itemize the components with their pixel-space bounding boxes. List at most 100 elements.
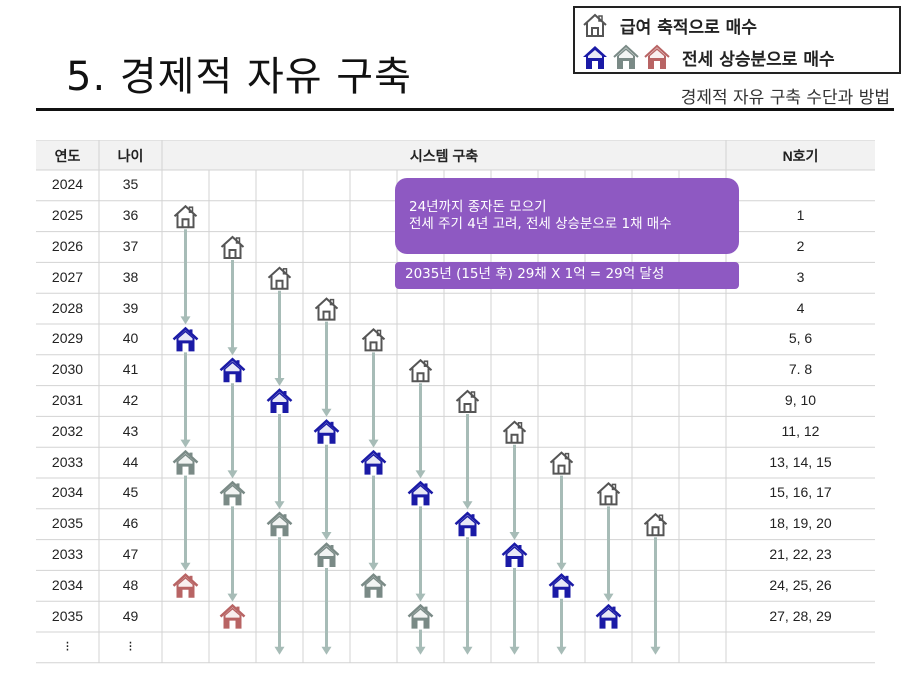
timeline-arrow	[227, 260, 238, 356]
year-cell: 2024	[51, 176, 84, 193]
callout-seed-money: 24년까지 종자돈 모으기 전세 주기 4년 고려, 전세 상승분으로 1채 매…	[395, 178, 739, 254]
age-cell: 42	[122, 392, 139, 408]
house-outline-icon	[583, 13, 607, 37]
house-outline-icon	[361, 328, 386, 352]
year-cell: 2031	[51, 392, 84, 408]
house-outline-icon	[455, 389, 480, 413]
legend-box: 급여 축적으로 매수 전세 상승분으로 매수	[573, 6, 901, 74]
timeline-arrow	[274, 414, 285, 510]
year-cell: 2025	[51, 207, 84, 224]
header-year: 연도	[54, 148, 81, 164]
house-blue-icon	[548, 573, 575, 598]
year-cell: 2035	[51, 515, 84, 532]
year-cell: ⁝	[65, 638, 70, 655]
age-cell: 47	[122, 546, 139, 562]
house-outline-icon	[267, 266, 292, 290]
age-cell: 41	[122, 361, 139, 378]
year-cell: 2026	[51, 238, 84, 254]
count-cell: 7. 8	[788, 361, 813, 378]
callout-line-1: 24년까지 종자돈 모으기	[409, 199, 547, 215]
count-cell: 1	[796, 207, 805, 224]
house-blue-icon	[454, 511, 481, 537]
age-cell: 46	[122, 515, 139, 532]
timeline-arrow	[556, 475, 567, 571]
age-cell: 36	[122, 207, 139, 224]
timeline-arrow	[462, 537, 473, 655]
age-cell: 45	[122, 484, 139, 501]
house-outline-icon	[173, 204, 198, 229]
timeline-arrow	[180, 352, 191, 448]
year-cell: 2035	[51, 607, 84, 624]
header-row-bg	[36, 140, 875, 170]
house-gray-icon	[266, 511, 293, 537]
house-blue-icon	[266, 388, 293, 413]
header-age: 나이	[117, 148, 144, 164]
house-blue-icon	[595, 603, 622, 629]
legend-label-salary: 급여 축적으로 매수	[620, 17, 757, 38]
age-cell: 35	[122, 176, 139, 193]
house-gray-icon	[172, 449, 199, 475]
year-cell: 2033	[51, 453, 84, 470]
house-gray-icon	[407, 603, 434, 629]
header-system: 시스템 구축	[409, 148, 479, 164]
timeline-arrow	[321, 568, 332, 655]
house-gray-icon	[219, 480, 246, 506]
timeline-arrow	[180, 229, 191, 325]
house-outline-icon	[596, 482, 621, 506]
timeline-arrow	[321, 321, 332, 417]
callout-goal: 2035년 (15년 후) 29채 X 1억 = 29억 달성	[395, 262, 739, 289]
callout-line-3: 2035년 (15년 후) 29채 X 1억 = 29억 달성	[405, 266, 665, 282]
legend-label-jeonse: 전세 상승분으로 매수	[682, 49, 835, 70]
count-cell: 27, 28, 29	[769, 607, 832, 624]
age-cell: 49	[122, 607, 139, 624]
house-blue-icon	[583, 46, 607, 69]
house-blue-icon	[172, 326, 199, 352]
house-pink-icon	[644, 44, 670, 69]
count-cell: 13, 14, 15	[769, 453, 832, 470]
timeline-arrow	[274, 537, 285, 655]
age-cell: 44	[122, 453, 139, 470]
year-cell: 2028	[51, 299, 84, 316]
timeline-arrow	[321, 444, 332, 540]
year-cell: 2033	[51, 546, 84, 562]
house-outline-icon	[220, 235, 245, 259]
timeline-arrow	[415, 506, 426, 602]
house-gray-icon	[613, 44, 639, 69]
age-cell: 37	[122, 238, 139, 254]
count-cell: 15, 16, 17	[769, 484, 832, 501]
header-count: N호기	[782, 148, 819, 164]
age-cell: 38	[122, 268, 139, 285]
house-pink-icon	[219, 603, 246, 629]
year-cell: 2034	[51, 576, 84, 593]
house-outline-icon	[408, 358, 433, 383]
timeline-arrow	[227, 383, 238, 479]
legend-row-jeonse: 전세 상승분으로 매수	[581, 42, 835, 72]
count-cell: 11, 12	[781, 422, 820, 439]
page-subtitle: 경제적 자유 구축 수단과 방법	[680, 88, 890, 108]
timeline-arrow	[603, 506, 614, 602]
timeline-arrow	[274, 290, 285, 386]
timeline-arrow	[415, 629, 426, 655]
timeline-arrow	[227, 506, 238, 602]
year-cell: 2027	[51, 268, 84, 285]
house-blue-icon	[501, 542, 528, 567]
house-outline-icon	[643, 512, 668, 537]
house-outline-icon	[314, 297, 339, 321]
house-blue-icon	[219, 357, 246, 383]
house-blue-icon	[360, 449, 387, 475]
count-cell: 5, 6	[788, 330, 813, 347]
house-pink-icon	[172, 573, 199, 598]
timeline-arrow	[650, 537, 661, 655]
count-cell: 9, 10	[784, 392, 817, 408]
timeline-arrow	[462, 414, 473, 510]
count-cell: 18, 19, 20	[769, 515, 832, 532]
house-gray-icon	[313, 542, 340, 567]
timeline-arrow	[368, 475, 379, 571]
title-underline	[36, 108, 894, 111]
age-cell: 48	[122, 576, 139, 593]
timeline-arrow	[509, 568, 520, 655]
schedule-grid-svg	[36, 140, 875, 664]
year-cell: 2032	[51, 422, 84, 439]
age-cell: ⁝	[128, 638, 133, 655]
timeline-arrow	[509, 444, 520, 540]
